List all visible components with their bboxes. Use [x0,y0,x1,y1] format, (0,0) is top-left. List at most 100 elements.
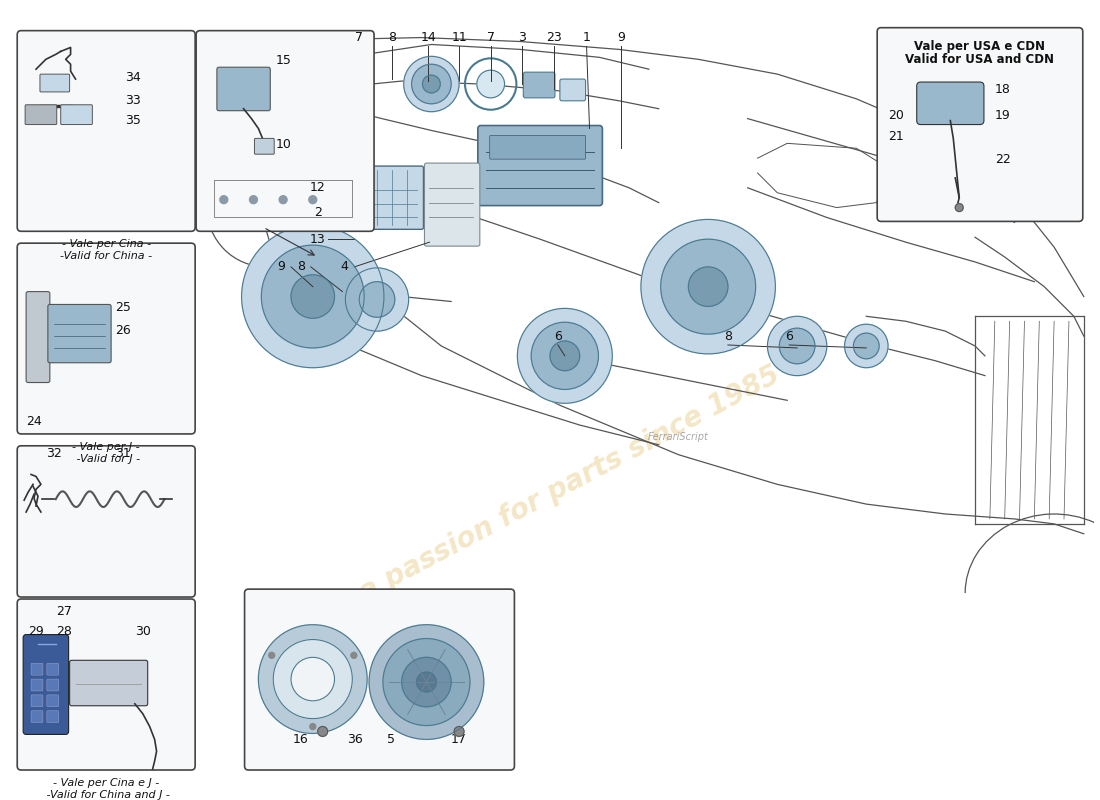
Circle shape [411,64,451,104]
FancyBboxPatch shape [350,166,424,230]
Text: 29: 29 [29,625,44,638]
Text: a passion for parts since 1985: a passion for parts since 1985 [355,362,784,607]
FancyBboxPatch shape [31,710,43,722]
Text: 15: 15 [275,54,292,67]
FancyBboxPatch shape [477,126,603,206]
FancyBboxPatch shape [18,599,195,770]
Circle shape [360,282,395,318]
Circle shape [292,658,334,701]
Text: 34: 34 [125,71,141,84]
Text: 11: 11 [451,31,466,45]
FancyBboxPatch shape [18,446,195,597]
Circle shape [779,328,815,364]
Circle shape [250,196,257,204]
Text: Vale per USA e CDN: Vale per USA e CDN [914,39,1045,53]
Text: 7: 7 [355,31,363,45]
FancyBboxPatch shape [60,105,92,125]
Text: -Valid for China and J -: -Valid for China and J - [43,790,169,800]
FancyBboxPatch shape [47,695,58,706]
Circle shape [262,245,364,348]
FancyBboxPatch shape [490,135,585,159]
Circle shape [641,219,776,354]
Text: 16: 16 [293,734,309,746]
FancyBboxPatch shape [69,660,147,706]
Circle shape [310,723,316,730]
Circle shape [402,658,451,706]
Circle shape [220,196,228,204]
Text: 13: 13 [310,233,326,246]
FancyBboxPatch shape [40,74,69,92]
Circle shape [661,239,756,334]
Text: 8: 8 [297,260,305,274]
FancyBboxPatch shape [217,67,271,110]
Circle shape [768,316,827,376]
Circle shape [531,322,598,390]
FancyBboxPatch shape [18,243,195,434]
Circle shape [689,267,728,306]
FancyBboxPatch shape [47,710,58,722]
Circle shape [273,639,352,718]
FancyBboxPatch shape [47,663,58,675]
FancyBboxPatch shape [26,291,50,382]
Text: 8: 8 [724,330,732,343]
Circle shape [404,56,459,112]
Circle shape [550,341,580,370]
Circle shape [845,324,888,368]
Text: 31: 31 [116,446,131,460]
Text: 3: 3 [518,31,526,45]
Text: 32: 32 [46,446,62,460]
Text: - Vale per Cina -: - Vale per Cina - [62,239,151,250]
Text: 18: 18 [994,83,1011,96]
Text: 28: 28 [56,625,72,638]
Circle shape [268,652,275,658]
FancyBboxPatch shape [48,305,111,362]
Text: 33: 33 [125,94,141,106]
Text: Valid for USA and CDN: Valid for USA and CDN [905,54,1055,66]
FancyBboxPatch shape [31,695,43,706]
Circle shape [454,726,464,737]
Text: 4: 4 [341,260,349,274]
Text: 5: 5 [387,734,395,746]
FancyBboxPatch shape [196,30,374,231]
FancyBboxPatch shape [31,679,43,691]
Circle shape [258,625,367,734]
Text: 24: 24 [26,415,42,428]
Circle shape [279,196,287,204]
Text: 27: 27 [56,605,72,618]
FancyBboxPatch shape [560,79,585,101]
Circle shape [383,638,470,726]
Circle shape [292,274,334,318]
FancyBboxPatch shape [916,82,983,125]
Circle shape [309,196,317,204]
Circle shape [318,726,328,737]
Text: 1: 1 [583,31,591,45]
Circle shape [242,226,384,368]
FancyBboxPatch shape [31,663,43,675]
Circle shape [955,204,964,211]
Circle shape [351,652,356,658]
FancyBboxPatch shape [47,679,58,691]
Text: 36: 36 [348,734,363,746]
Circle shape [517,309,613,403]
Text: 10: 10 [275,138,292,151]
Text: 7: 7 [486,31,495,45]
Circle shape [422,75,440,93]
Text: 22: 22 [994,153,1011,166]
FancyBboxPatch shape [25,105,57,125]
Text: 26: 26 [116,324,131,337]
Text: FerrariScript: FerrariScript [648,432,708,442]
Text: 14: 14 [420,31,437,45]
Text: 17: 17 [451,734,468,746]
Text: 21: 21 [888,130,904,143]
FancyBboxPatch shape [524,72,554,98]
Text: 20: 20 [888,109,904,122]
Text: 12: 12 [310,182,326,194]
FancyBboxPatch shape [425,163,480,246]
Text: -Valid for J -: -Valid for J - [73,454,140,464]
Text: - Vale per Cina e J -: - Vale per Cina e J - [53,778,160,788]
Text: 8: 8 [388,31,396,45]
Text: 23: 23 [546,31,562,45]
Circle shape [370,625,484,739]
Text: - Vale per J -: - Vale per J - [73,442,140,452]
Text: 19: 19 [994,109,1011,122]
